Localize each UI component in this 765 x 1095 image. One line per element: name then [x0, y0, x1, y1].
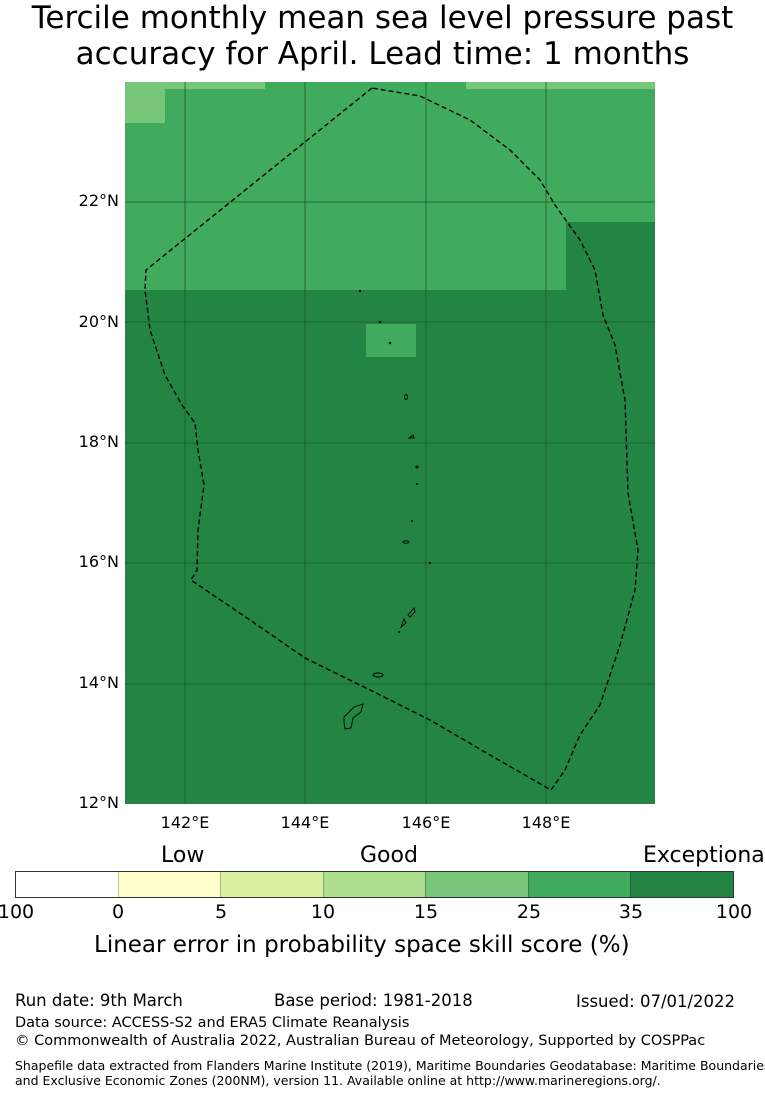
shapefile-credit-2: and Exclusive Economic Zones (200NM), ve…: [15, 1073, 661, 1088]
colorbar-segment: [117, 872, 221, 897]
colorbar-segment: [630, 872, 734, 897]
run-date: Run date: 9th March: [15, 991, 183, 1010]
chart-title: Tercile monthly mean sea level pressure …: [0, 0, 765, 72]
colorbar-segment: [425, 872, 528, 897]
skill-patch-good: [366, 324, 416, 357]
colorbar-label-good: Good: [360, 843, 418, 868]
lat-tick: 18°N: [78, 432, 119, 451]
colorbar-title: Linear error in probability space skill …: [94, 932, 630, 958]
lat-tick: 12°N: [78, 793, 119, 812]
skill-area-exceptional-ne: [566, 222, 655, 290]
colorbar-tick: 10: [310, 901, 336, 923]
gridlines: [125, 82, 655, 804]
colorbar: [15, 871, 734, 898]
eez-boundary: [144, 87, 639, 791]
colorbar-segment: [527, 872, 631, 897]
colorbar-tick: 35: [618, 901, 644, 923]
colorbar-label-low: Low: [161, 843, 205, 868]
data-source: Data source: ACCESS-S2 and ERA5 Climate …: [15, 1015, 410, 1031]
base-period: Base period: 1981-2018: [274, 991, 473, 1010]
lon-tick: 144°E: [280, 813, 330, 832]
colorbar-segment: [322, 872, 426, 897]
colorbar-segment: [220, 872, 323, 897]
colorbar-tick: 100: [0, 901, 35, 923]
colorbar-tick: 0: [111, 901, 125, 923]
skill-patch-light: [165, 82, 265, 89]
colorbar-tick: 100: [715, 901, 753, 923]
colorbar-tick: 15: [413, 901, 439, 923]
shapefile-credit-1: Shapefile data extracted from Flanders M…: [15, 1058, 765, 1073]
guam-island: [343, 703, 364, 730]
copyright: © Commonwealth of Australia 2022, Austra…: [15, 1033, 706, 1049]
colorbar-tick: 25: [516, 901, 542, 923]
lat-tick: 14°N: [78, 673, 119, 692]
lon-tick: 146°E: [401, 813, 451, 832]
lat-tick: 20°N: [78, 312, 119, 331]
title-line-1: Tercile monthly mean sea level pressure …: [31, 0, 734, 36]
lat-tick: 22°N: [78, 191, 119, 210]
title-line-2: accuracy for April. Lead time: 1 months: [75, 36, 690, 72]
issued-date: Issued: 07/01/2022: [576, 992, 736, 1011]
colorbar-label-exceptional: Exceptional: [643, 843, 765, 868]
colorbar-tick: 5: [214, 901, 228, 923]
lat-tick: 16°N: [78, 552, 119, 571]
lon-tick: 142°E: [160, 813, 210, 832]
colorbar-segment: [16, 872, 118, 897]
map: [125, 82, 655, 804]
skill-patch-light: [125, 82, 165, 123]
skill-patch-light: [466, 82, 655, 89]
islands: [343, 289, 432, 730]
lon-tick: 148°E: [521, 813, 571, 832]
